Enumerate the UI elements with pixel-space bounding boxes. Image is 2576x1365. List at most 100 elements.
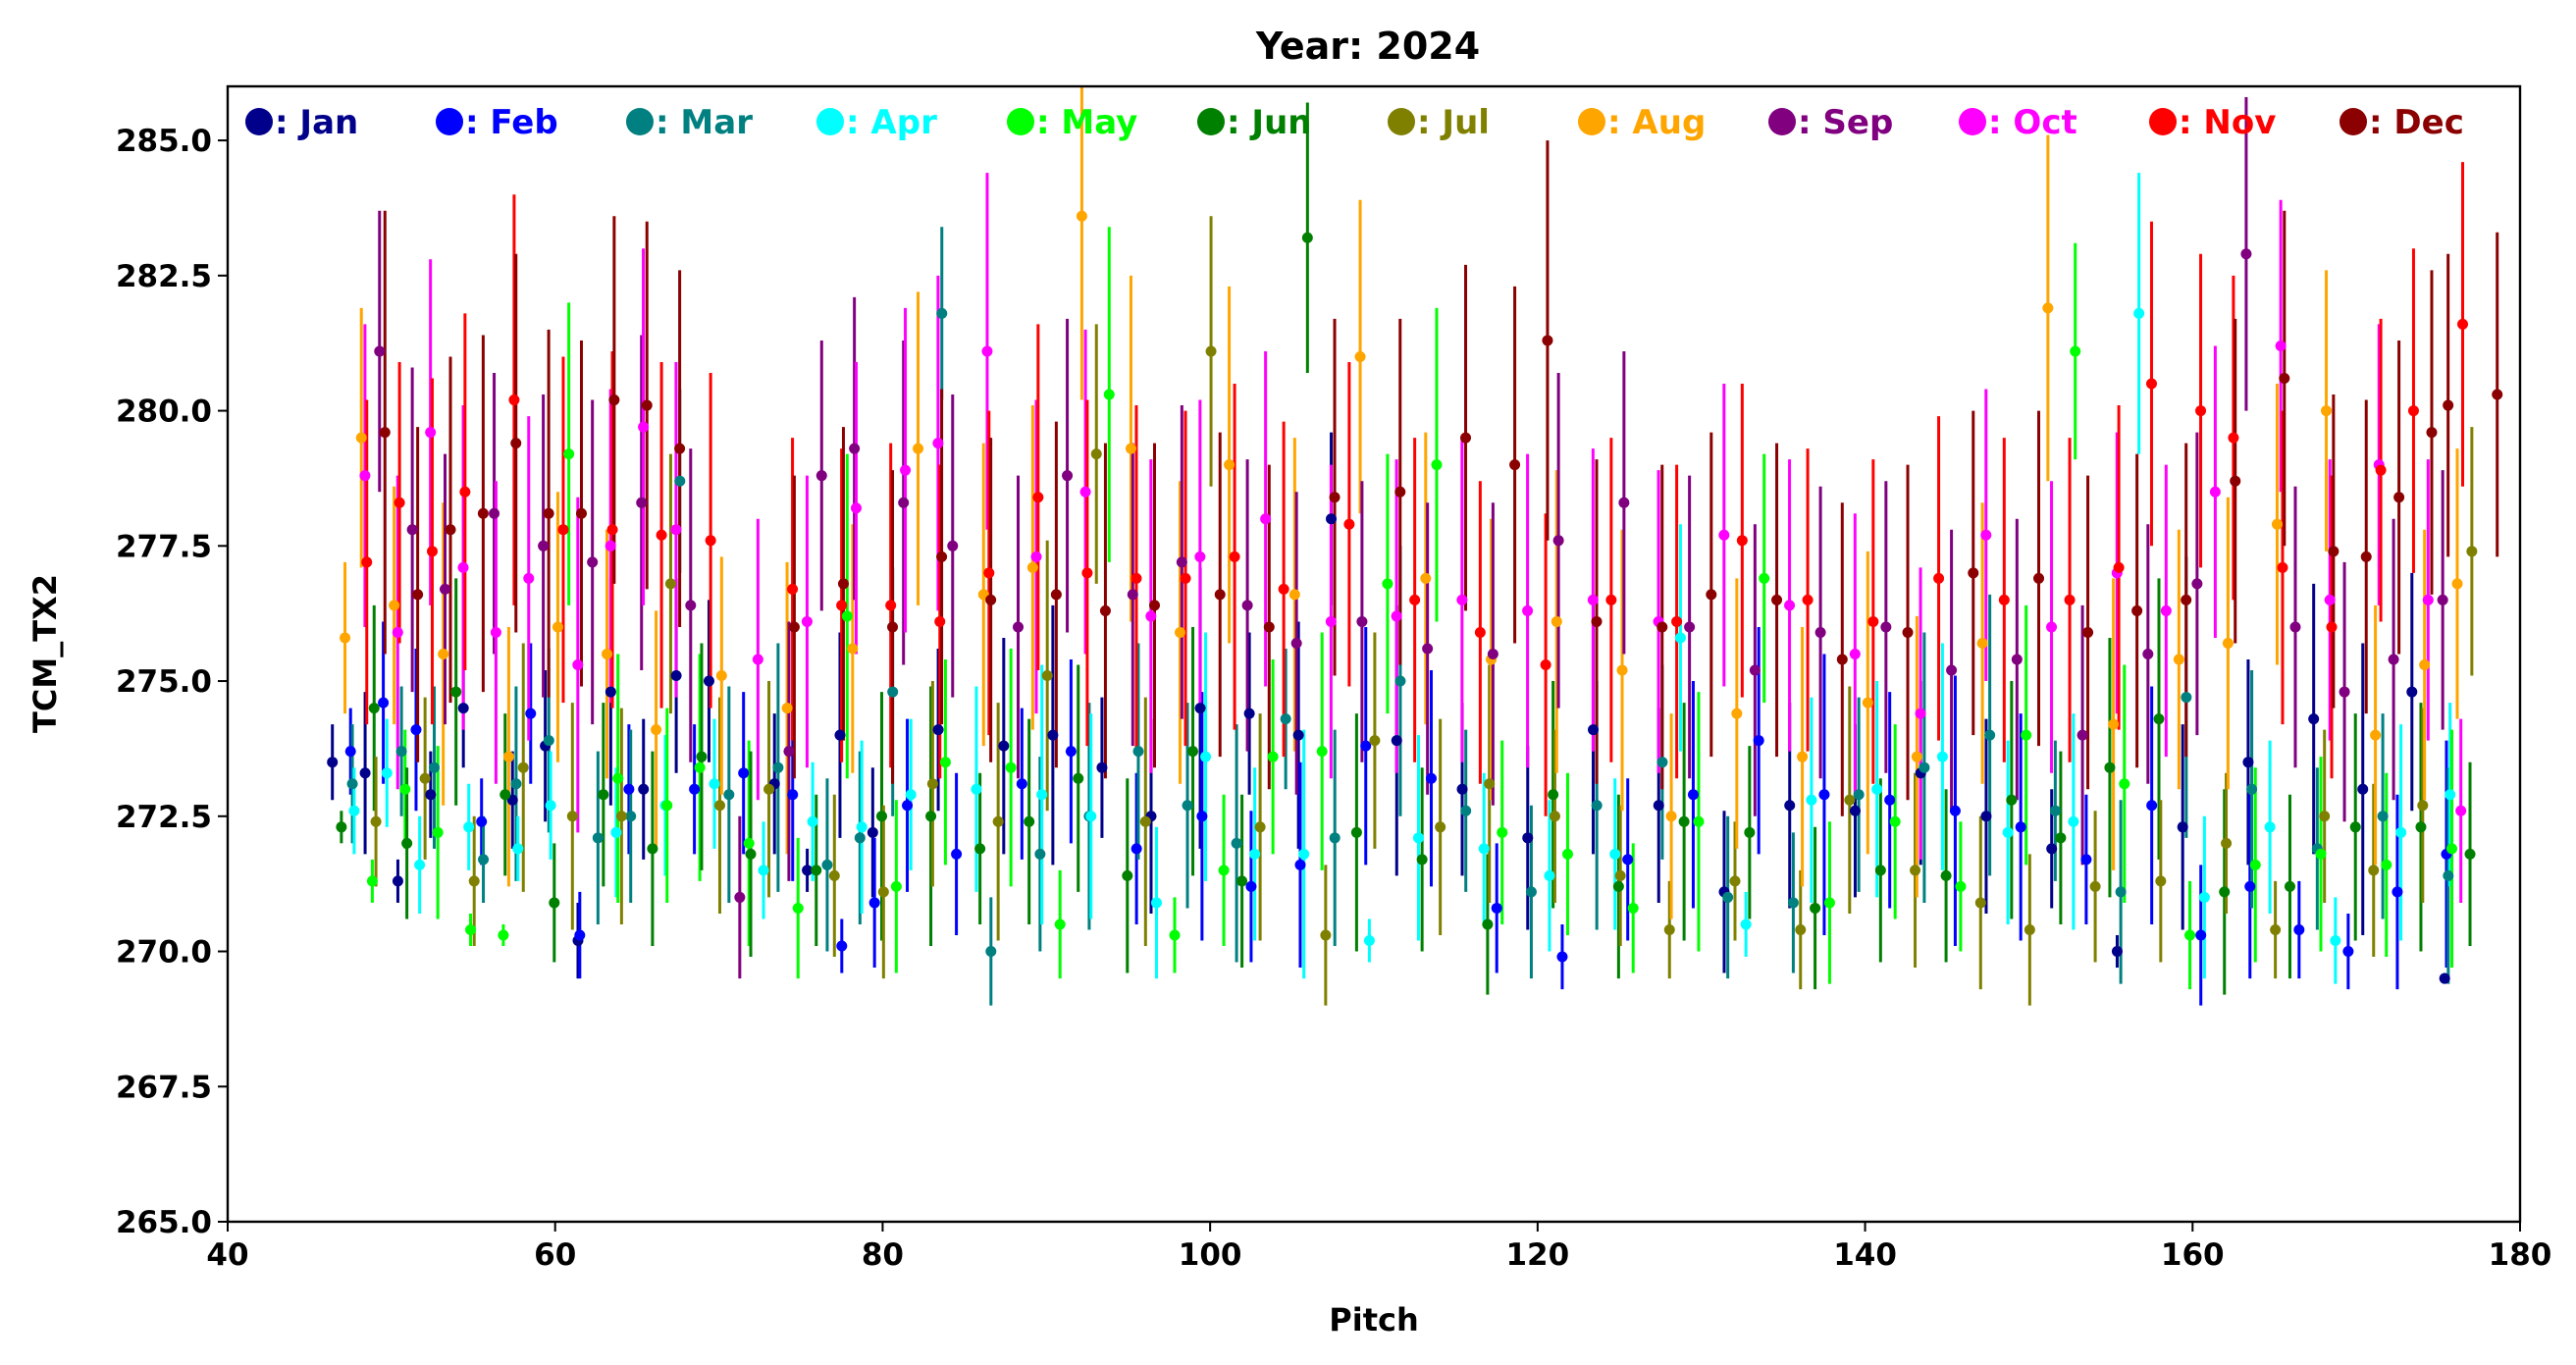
data-point [2244,880,2256,892]
data-point [2407,405,2419,417]
data-point [1980,811,1992,822]
y-tick-label: 265.0 [116,1205,212,1240]
data-point [1394,486,1406,498]
data-point [890,880,902,892]
data-point [2439,972,2450,984]
data-point [340,632,351,644]
data-point [723,789,735,801]
data-point [370,815,382,827]
data-point [1127,589,1138,601]
data-point [2181,692,2192,704]
data-point [1693,815,1705,827]
data-point [1122,869,1133,881]
data-point [1460,432,1472,444]
data-point [2155,875,2167,887]
data-point [2446,843,2458,855]
data-point [543,507,554,519]
data-point [781,703,793,714]
data-point [2177,821,2188,833]
data-point [2315,848,2327,860]
data-point [877,886,889,898]
data-point [1491,902,1502,914]
data-point [2406,686,2418,698]
data-point [457,561,469,573]
data-point [2006,794,2018,806]
data-point [1229,551,1240,562]
data-point [1288,589,1300,601]
data-point [1787,897,1799,909]
data-point [867,826,878,838]
legend-label: : Mar [656,103,753,142]
data-point [1609,848,1621,860]
data-point [2321,405,2333,417]
data-point [1911,751,1922,762]
data-point [1998,594,2010,605]
data-point [587,556,599,568]
data-point [2181,594,2192,605]
data-point [2279,373,2290,385]
data-point [828,869,840,881]
data-point [428,761,440,773]
x-tick-label: 140 [1833,1237,1897,1273]
legend-label: : Feb [465,103,558,142]
data-point [971,783,982,795]
data-point [1369,735,1381,747]
data-point [366,875,378,887]
data-point [936,307,948,319]
plot-frame [226,84,2522,1224]
data-point [2184,929,2196,941]
data-point [1671,615,1683,627]
data-point [1984,729,1996,741]
data-point [425,789,437,801]
data-point [1326,513,1338,525]
data-point [2270,923,2282,935]
data-point [2115,886,2127,898]
data-point [2308,713,2320,725]
data-point [696,751,708,762]
data-point [1591,615,1603,627]
data-point [1187,746,1199,758]
data-point [557,524,569,536]
legend-label: : Dec [2369,103,2464,142]
data-point [2349,821,2361,833]
data-point [399,783,411,795]
data-point [468,875,480,887]
data-point [2015,821,2026,833]
legend-label: : Jul [1417,103,1490,142]
data-point [1616,664,1628,676]
data-point [1614,869,1626,881]
data-point [1394,675,1406,687]
data-point [545,800,556,812]
data-point [1478,843,1490,855]
data-point [1933,572,1945,584]
data-point [425,427,437,439]
data-point [1729,875,1741,887]
data-point [1497,826,1508,838]
data-point [1356,615,1368,627]
data-point [406,524,418,536]
data-point [2111,946,2123,958]
x-tick-label: 160 [2161,1237,2225,1273]
data-point [787,583,799,595]
data-point [1522,832,1534,844]
data-point [1806,794,1817,806]
data-point [1194,703,1206,714]
data-point [2284,880,2295,892]
data-point [2024,923,2035,935]
data-point [898,497,910,508]
data-point [2246,783,2258,795]
data-point [1949,805,1961,816]
data-point [552,621,563,633]
data-point [1784,800,1796,812]
data-point [566,811,578,822]
x-tick-label: 60 [534,1237,576,1273]
data-point [847,643,859,655]
legend-label: : Sep [1798,103,1893,142]
data-point [1073,772,1084,784]
data-point [854,832,866,844]
data-point [2388,654,2399,665]
data-point [1684,621,1696,633]
data-point [2145,378,2157,390]
x-axis-ticks: 40 60 80 100 120 140 160 180 [206,1222,2551,1273]
